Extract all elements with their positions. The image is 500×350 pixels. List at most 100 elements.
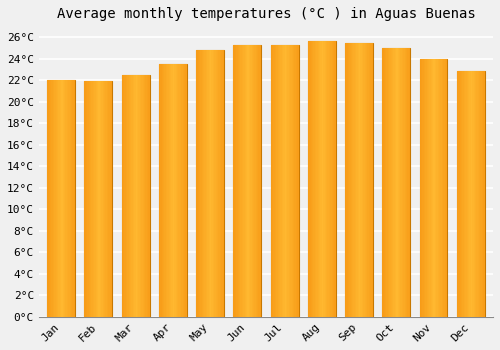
Bar bbox=[212, 50, 213, 317]
Bar bbox=[460, 71, 461, 317]
Bar bbox=[468, 71, 469, 317]
Bar bbox=[424, 58, 425, 317]
Bar bbox=[252, 44, 253, 317]
Bar bbox=[84, 81, 112, 317]
Bar bbox=[348, 43, 349, 317]
Bar bbox=[400, 48, 402, 317]
Bar bbox=[457, 71, 458, 317]
Bar bbox=[196, 50, 198, 317]
Bar bbox=[238, 44, 239, 317]
Bar bbox=[173, 64, 174, 317]
Bar bbox=[50, 80, 51, 317]
Bar bbox=[210, 50, 212, 317]
Bar bbox=[326, 41, 328, 317]
Bar bbox=[53, 80, 54, 317]
Bar bbox=[138, 75, 140, 317]
Bar bbox=[480, 71, 482, 317]
Title: Average monthly temperatures (°C ) in Aguas Buenas: Average monthly temperatures (°C ) in Ag… bbox=[56, 7, 476, 21]
Bar bbox=[482, 71, 484, 317]
Bar bbox=[402, 48, 403, 317]
Bar bbox=[74, 80, 75, 317]
Bar bbox=[144, 75, 146, 317]
Bar bbox=[470, 71, 472, 317]
Bar bbox=[396, 48, 398, 317]
Bar bbox=[334, 41, 336, 317]
Bar bbox=[297, 44, 298, 317]
Bar bbox=[310, 41, 312, 317]
Bar bbox=[319, 41, 320, 317]
Bar bbox=[58, 80, 59, 317]
Bar bbox=[478, 71, 479, 317]
Bar bbox=[364, 43, 366, 317]
Bar bbox=[475, 71, 476, 317]
Bar bbox=[404, 48, 406, 317]
Bar bbox=[258, 44, 260, 317]
Bar bbox=[462, 71, 464, 317]
Bar bbox=[439, 58, 440, 317]
Bar bbox=[98, 81, 100, 317]
Bar bbox=[370, 43, 372, 317]
Bar bbox=[220, 50, 222, 317]
Bar bbox=[174, 64, 176, 317]
Bar bbox=[270, 44, 272, 317]
Bar bbox=[100, 81, 101, 317]
Bar bbox=[436, 58, 438, 317]
Bar bbox=[239, 44, 240, 317]
Bar bbox=[93, 81, 94, 317]
Bar bbox=[355, 43, 356, 317]
Bar bbox=[234, 44, 262, 317]
Bar bbox=[127, 75, 128, 317]
Bar bbox=[382, 48, 384, 317]
Bar bbox=[420, 58, 421, 317]
Bar bbox=[368, 43, 369, 317]
Bar bbox=[134, 75, 136, 317]
Bar bbox=[246, 44, 248, 317]
Bar bbox=[159, 64, 160, 317]
Bar bbox=[72, 80, 74, 317]
Bar bbox=[309, 41, 310, 317]
Bar bbox=[444, 58, 446, 317]
Bar bbox=[234, 44, 236, 317]
Bar bbox=[48, 80, 50, 317]
Bar bbox=[428, 58, 430, 317]
Bar bbox=[363, 43, 364, 317]
Bar bbox=[186, 64, 187, 317]
Bar bbox=[217, 50, 218, 317]
Bar bbox=[132, 75, 133, 317]
Bar bbox=[218, 50, 220, 317]
Bar bbox=[275, 44, 276, 317]
Bar bbox=[240, 44, 242, 317]
Bar bbox=[208, 50, 210, 317]
Bar bbox=[464, 71, 465, 317]
Bar bbox=[61, 80, 62, 317]
Bar bbox=[292, 44, 293, 317]
Bar bbox=[438, 58, 439, 317]
Bar bbox=[430, 58, 432, 317]
Bar bbox=[349, 43, 350, 317]
Bar bbox=[111, 81, 112, 317]
Bar bbox=[106, 81, 107, 317]
Bar bbox=[360, 43, 362, 317]
Bar bbox=[276, 44, 278, 317]
Bar bbox=[465, 71, 466, 317]
Bar bbox=[345, 43, 373, 317]
Bar bbox=[323, 41, 324, 317]
Bar bbox=[57, 80, 58, 317]
Bar bbox=[214, 50, 216, 317]
Bar bbox=[84, 81, 86, 317]
Bar bbox=[457, 71, 484, 317]
Bar bbox=[162, 64, 163, 317]
Bar bbox=[425, 58, 426, 317]
Bar bbox=[394, 48, 395, 317]
Bar bbox=[384, 48, 385, 317]
Bar bbox=[130, 75, 132, 317]
Bar bbox=[372, 43, 373, 317]
Bar bbox=[272, 44, 274, 317]
Bar bbox=[92, 81, 93, 317]
Bar bbox=[279, 44, 280, 317]
Bar bbox=[243, 44, 244, 317]
Bar bbox=[293, 44, 294, 317]
Bar bbox=[476, 71, 478, 317]
Bar bbox=[274, 44, 275, 317]
Bar bbox=[142, 75, 144, 317]
